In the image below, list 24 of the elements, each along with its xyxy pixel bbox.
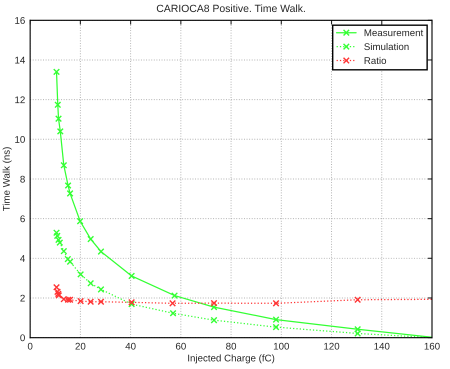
y-axis-title: Time Walk (ns) [2,147,12,212]
legend-label: Simulation [364,42,409,50]
y-tick-label: 0 [20,334,25,342]
x-tick-label: 0 [28,342,32,350]
y-tick-label: 12 [15,96,25,104]
y-tick-label: 10 [15,136,25,143]
chart-title: CARIOCA8 Positive. Time Walk. [156,4,305,12]
x-tick-label: 20 [75,342,86,350]
y-tick-label: 6 [20,215,25,222]
y-tick-label: 8 [20,176,25,183]
x-tick-label: 140 [374,342,390,350]
x-tick-label: 120 [324,342,340,350]
legend-label: Ratio [364,56,386,64]
x-tick-label: 40 [125,342,136,350]
x-tick-label: 80 [226,342,236,350]
x-tick-label: 160 [424,342,440,350]
y-tick-label: 16 [15,17,25,24]
y-tick-label: 4 [20,255,26,262]
x-tick-label: 100 [274,342,290,350]
legend-label: Measurement [364,29,424,36]
x-axis-title: Injected Charge (fC) [188,354,274,364]
y-tick-label: 2 [20,294,25,302]
y-tick-label: 14 [15,56,26,64]
x-tick-label: 60 [176,342,186,350]
